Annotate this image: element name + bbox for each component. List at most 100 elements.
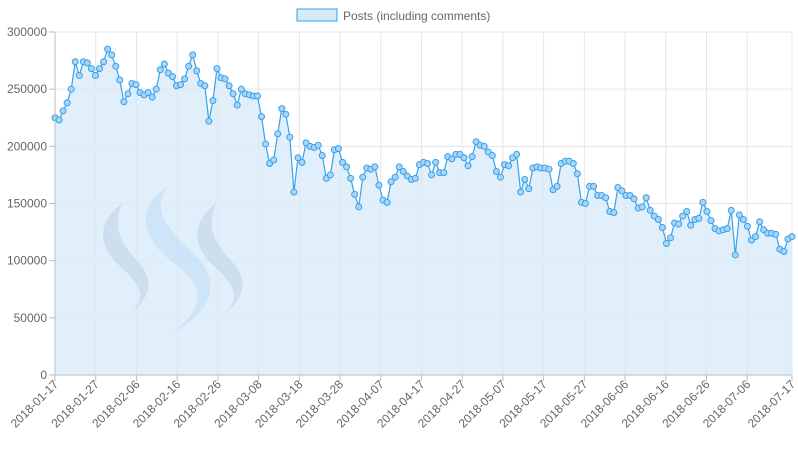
data-point[interactable] — [160, 60, 168, 68]
data-point[interactable] — [618, 187, 626, 195]
data-point[interactable] — [75, 71, 83, 79]
data-point[interactable] — [91, 71, 99, 79]
data-point[interactable] — [679, 212, 687, 220]
data-point[interactable] — [59, 107, 67, 115]
data-point[interactable] — [780, 248, 788, 256]
data-point[interactable] — [124, 90, 132, 98]
data-point[interactable] — [112, 62, 120, 70]
data-point[interactable] — [375, 181, 383, 189]
data-point[interactable] — [667, 234, 675, 242]
data-point[interactable] — [440, 169, 448, 177]
data-point[interactable] — [351, 190, 359, 198]
data-point[interactable] — [521, 175, 529, 183]
data-point[interactable] — [569, 159, 577, 167]
data-point[interactable] — [181, 75, 189, 83]
data-point[interactable] — [642, 194, 650, 202]
data-point[interactable] — [553, 182, 561, 190]
data-point[interactable] — [278, 105, 286, 113]
data-point[interactable] — [727, 206, 735, 214]
data-point[interactable] — [731, 251, 739, 259]
data-point[interactable] — [148, 93, 156, 101]
data-point[interactable] — [185, 62, 193, 70]
data-point[interactable] — [432, 158, 440, 166]
data-point[interactable] — [108, 51, 116, 59]
data-point[interactable] — [371, 163, 379, 171]
data-point[interactable] — [739, 216, 747, 224]
data-point[interactable] — [209, 97, 217, 105]
data-point[interactable] — [464, 162, 472, 170]
data-point[interactable] — [513, 150, 521, 158]
data-point[interactable] — [355, 203, 363, 211]
data-point[interactable] — [602, 194, 610, 202]
data-point[interactable] — [100, 58, 108, 66]
data-point[interactable] — [253, 92, 261, 100]
data-point[interactable] — [788, 233, 796, 241]
data-point[interactable] — [703, 208, 711, 215]
data-point[interactable] — [658, 224, 666, 232]
data-point[interactable] — [662, 240, 670, 248]
data-point[interactable] — [391, 173, 399, 181]
data-point[interactable] — [683, 208, 691, 215]
data-point[interactable] — [213, 65, 221, 73]
data-point[interactable] — [270, 156, 278, 164]
data-point[interactable] — [298, 158, 306, 166]
data-point[interactable] — [237, 85, 245, 93]
data-point[interactable] — [756, 218, 764, 226]
data-point[interactable] — [189, 51, 197, 59]
data-point[interactable] — [286, 133, 294, 141]
data-point[interactable] — [468, 153, 476, 161]
data-point[interactable] — [411, 174, 419, 182]
data-point[interactable] — [699, 198, 707, 206]
data-point[interactable] — [314, 141, 322, 149]
data-point[interactable] — [525, 185, 533, 193]
data-point[interactable] — [707, 217, 715, 225]
data-point[interactable] — [290, 188, 298, 196]
data-point[interactable] — [387, 178, 395, 186]
data-point[interactable] — [638, 203, 646, 211]
data-point[interactable] — [339, 158, 347, 166]
data-point[interactable] — [282, 110, 290, 118]
data-point[interactable] — [590, 182, 598, 190]
data-point[interactable] — [318, 151, 326, 159]
data-point[interactable] — [67, 85, 75, 93]
data-point[interactable] — [395, 163, 403, 171]
data-point[interactable] — [630, 195, 638, 203]
data-point[interactable] — [654, 216, 662, 224]
data-point[interactable] — [496, 173, 504, 181]
data-point[interactable] — [675, 220, 683, 228]
data-point[interactable] — [221, 75, 229, 83]
data-point[interactable] — [424, 159, 432, 167]
data-point[interactable] — [752, 233, 760, 241]
data-point[interactable] — [229, 90, 237, 98]
data-point[interactable] — [96, 65, 104, 73]
data-point[interactable] — [581, 200, 589, 207]
data-point[interactable] — [610, 209, 618, 217]
data-point[interactable] — [359, 173, 367, 181]
data-point[interactable] — [233, 101, 241, 109]
data-point[interactable] — [205, 117, 213, 125]
data-point[interactable] — [383, 198, 391, 206]
data-point[interactable] — [168, 73, 176, 81]
data-point[interactable] — [573, 170, 581, 178]
data-point[interactable] — [152, 85, 160, 93]
data-point[interactable] — [225, 82, 233, 90]
data-point[interactable] — [695, 214, 703, 222]
data-point[interactable] — [258, 113, 266, 121]
data-point[interactable] — [545, 165, 553, 173]
data-point[interactable] — [104, 45, 112, 53]
data-point[interactable] — [772, 230, 780, 238]
data-point[interactable] — [144, 89, 152, 97]
data-point[interactable] — [63, 99, 71, 107]
data-point[interactable] — [735, 211, 743, 219]
data-point[interactable] — [743, 222, 751, 230]
legend[interactable]: Posts (including comments) — [296, 8, 490, 23]
data-point[interactable] — [334, 145, 342, 153]
data-point[interactable] — [120, 98, 128, 106]
data-point[interactable] — [87, 65, 95, 73]
data-point[interactable] — [428, 171, 436, 179]
data-point[interactable] — [177, 81, 185, 89]
data-point[interactable] — [448, 155, 456, 163]
data-point[interactable] — [488, 151, 496, 159]
data-point[interactable] — [116, 76, 124, 84]
data-point[interactable] — [343, 163, 351, 171]
